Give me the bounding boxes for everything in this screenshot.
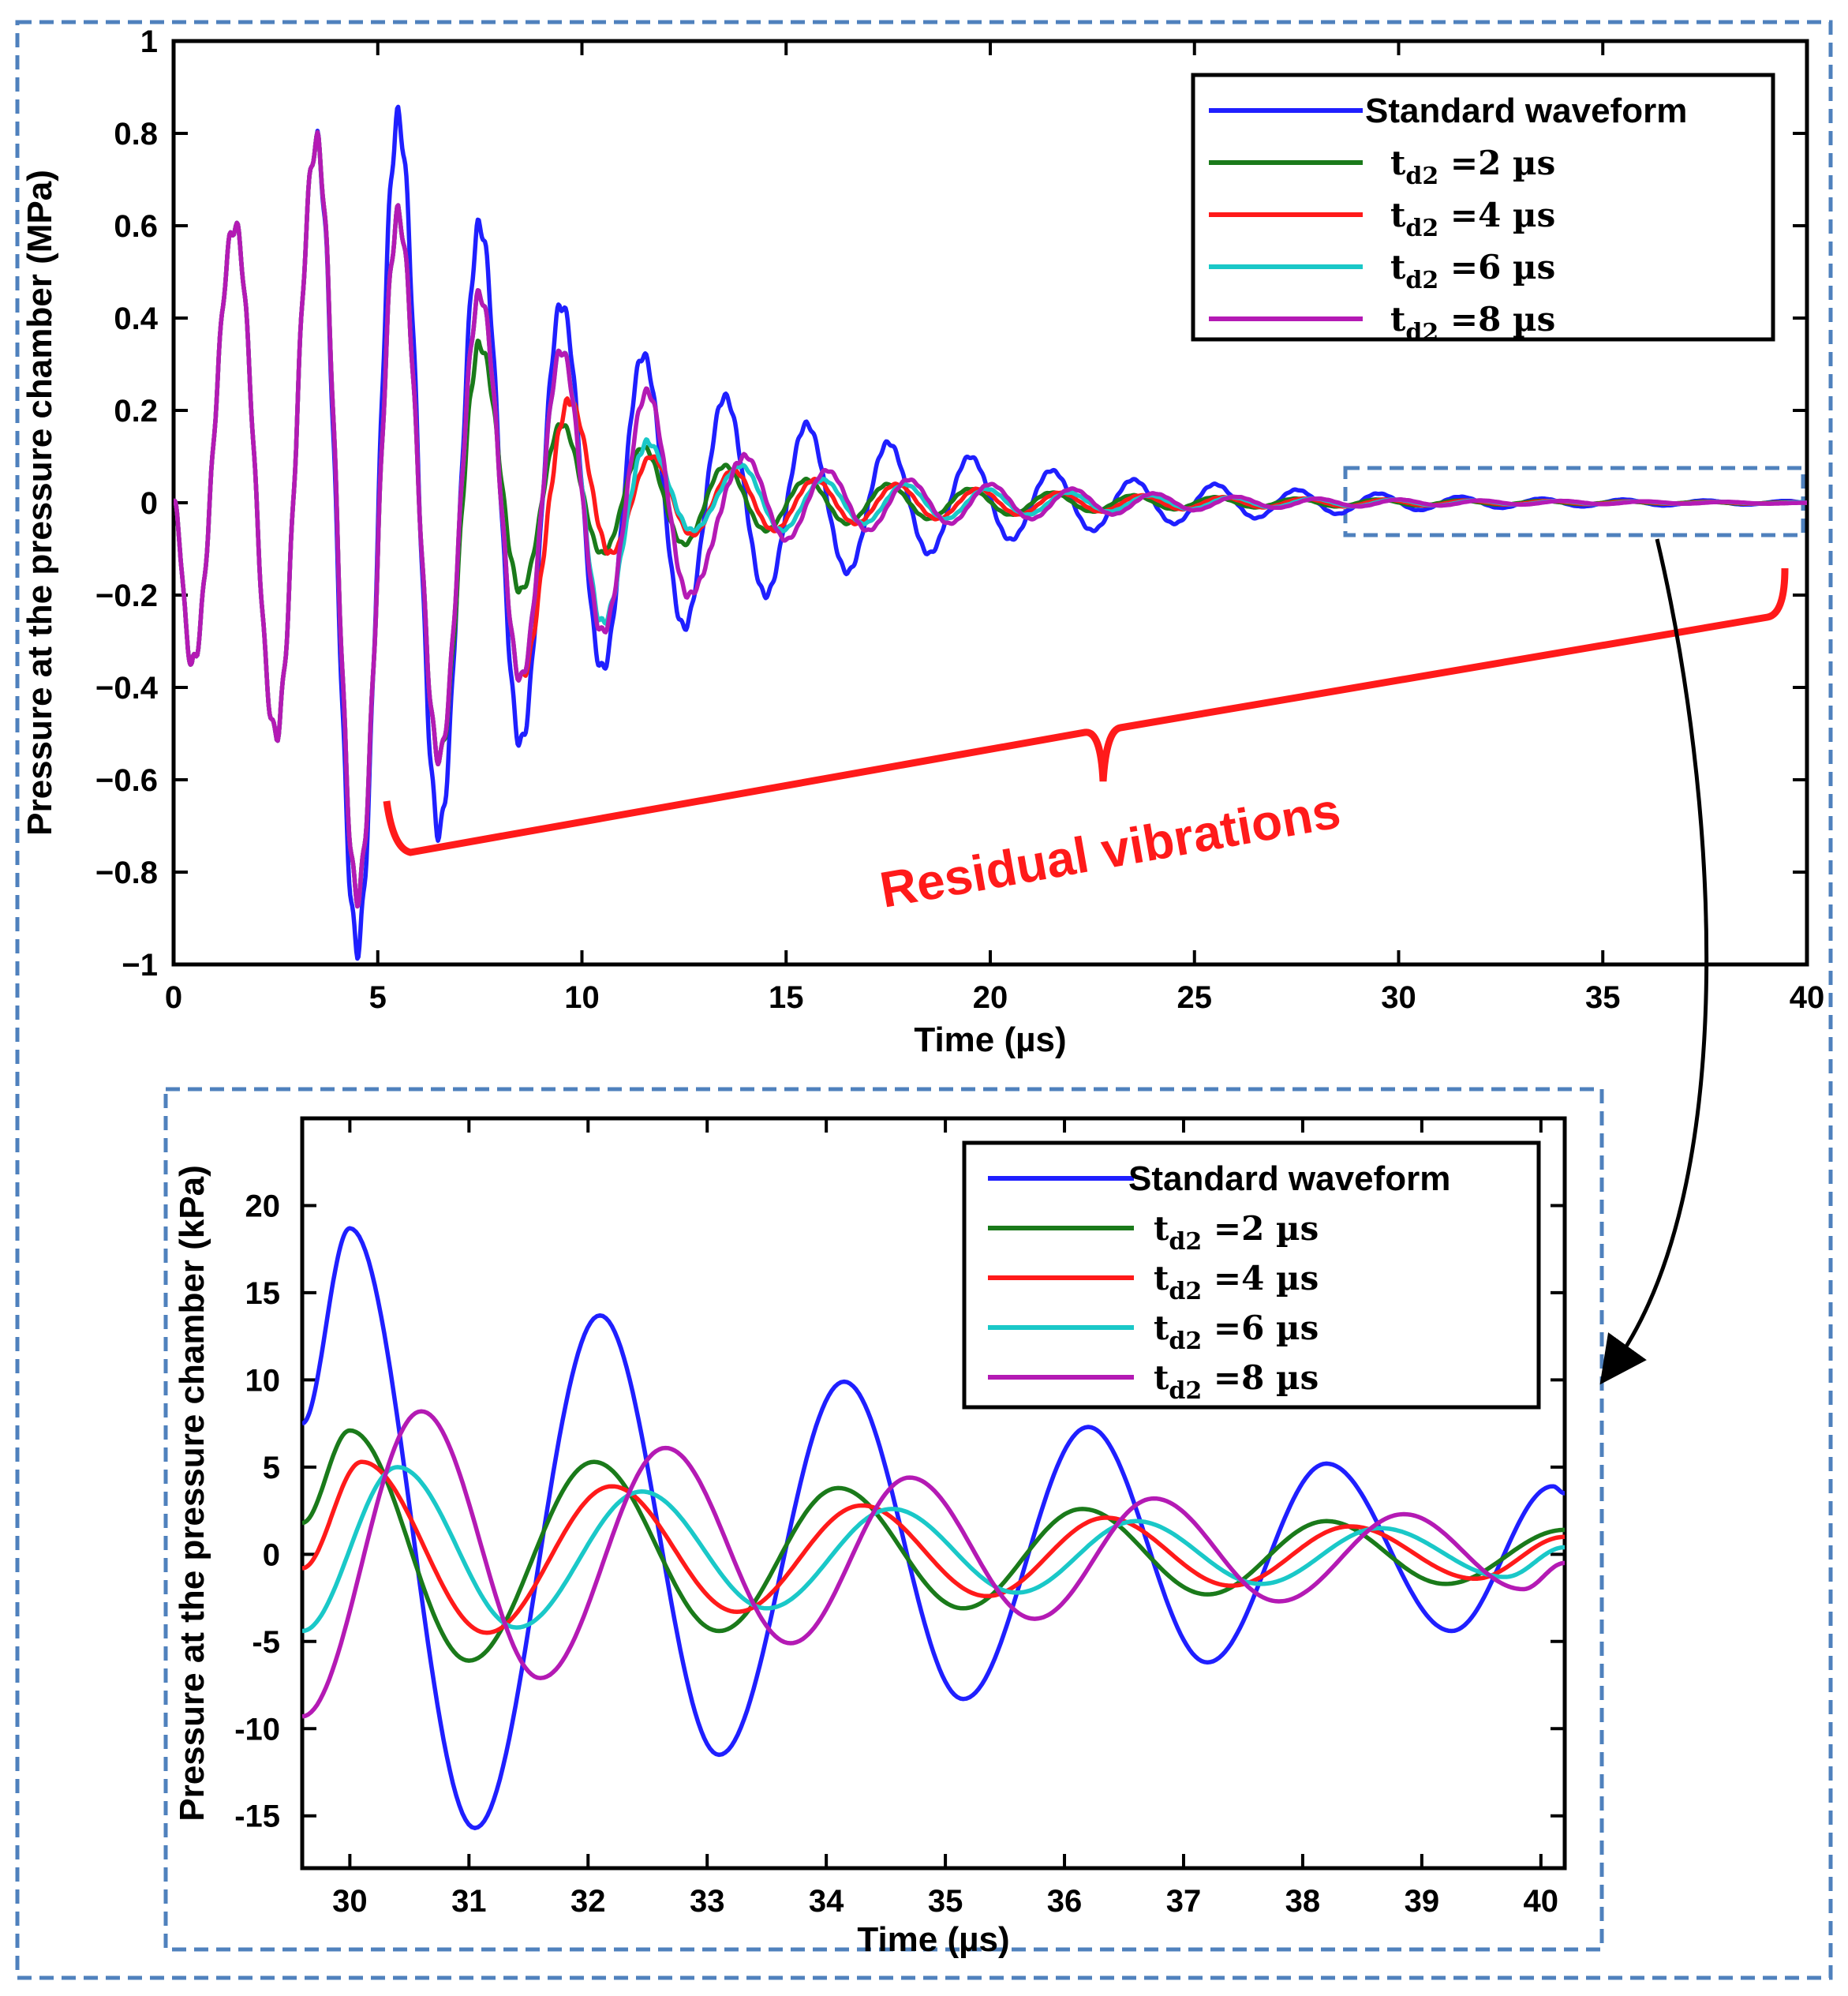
y-tick-label: 15 <box>245 1276 281 1311</box>
y-tick-label: −1 <box>122 948 158 983</box>
x-tick-label: 33 <box>690 1884 725 1919</box>
inset-plot-y-axis-label: Pressure at the pressure chamber (kPa) <box>173 1165 211 1822</box>
x-tick-label: 34 <box>809 1884 844 1919</box>
y-tick-label: 5 <box>263 1451 280 1485</box>
x-tick-label: 30 <box>332 1884 368 1919</box>
y-tick-label: −0.2 <box>95 579 158 613</box>
y-tick-label: 0 <box>140 486 158 521</box>
y-tick-label: 20 <box>245 1189 281 1223</box>
y-tick-label: 0.6 <box>114 209 158 244</box>
legend-label: Standard waveform <box>1128 1159 1450 1198</box>
legend-label: td2 =8 µs <box>1390 300 1555 346</box>
x-tick-label: 31 <box>451 1884 487 1919</box>
y-tick-label: 10 <box>245 1363 281 1398</box>
legend-label: td2 =2 µs <box>1390 144 1555 190</box>
zoom-connector-arrow <box>1599 538 1709 1385</box>
main-plot-x-axis-label: Time (µs) <box>914 1020 1066 1059</box>
inset-plot: 30 31 32 33 34 35 36 37 38 39 40 -15 -10 -5 0 5 10 15 20 Ti… <box>173 1116 1567 1959</box>
x-tick-label: 20 <box>973 980 1008 1015</box>
legend-label: td2 =6 µs <box>1390 248 1555 294</box>
x-tick-label: 15 <box>769 980 804 1015</box>
inset-plot-legend <box>962 1140 1541 1410</box>
series-line-4 <box>302 1465 1565 1634</box>
inset-frame <box>163 1087 1604 1952</box>
x-tick-label: 40 <box>1790 980 1825 1015</box>
x-tick-label: 35 <box>1585 980 1621 1015</box>
x-tick-label: 37 <box>1166 1884 1202 1919</box>
main-plot-y-axis-label: Pressure at the pressure chamber (MPa) <box>21 170 59 836</box>
legend-label: td2 =6 µs <box>1154 1309 1319 1355</box>
x-tick-label: 0 <box>165 980 182 1015</box>
legend-label: td2 =4 µs <box>1154 1259 1319 1305</box>
series-line-5 <box>302 1409 1565 1719</box>
main-plot: 0 5 10 15 20 25 30 35 40 −1 −0.8 −0.6 −0.4 −0.2 0 0.2 0.… <box>21 24 1824 1059</box>
y-tick-label: 0 <box>263 1537 280 1572</box>
legend-label: Standard waveform <box>1365 92 1687 130</box>
x-tick-label: 40 <box>1524 1884 1559 1919</box>
y-tick-label: -15 <box>234 1799 280 1834</box>
y-tick-label: -5 <box>252 1625 280 1660</box>
x-tick-label: 25 <box>1177 980 1213 1015</box>
legend-label: td2 =8 µs <box>1154 1358 1319 1405</box>
y-tick-label: 0.2 <box>114 394 158 429</box>
y-tick-label: −0.6 <box>95 763 158 798</box>
series-line-1 <box>302 1226 1565 1830</box>
legend-label: td2 =4 µs <box>1390 196 1555 242</box>
legend-label: td2 =2 µs <box>1154 1209 1319 1256</box>
y-tick-label: 1 <box>140 24 158 59</box>
y-tick-label: -10 <box>234 1712 280 1747</box>
main-plot-legend <box>1191 73 1775 342</box>
residual-vibrations-label: Residual vibrations <box>876 781 1345 918</box>
x-tick-label: 38 <box>1285 1884 1321 1919</box>
series-line-5 <box>174 129 1807 909</box>
x-tick-label: 10 <box>564 980 600 1015</box>
y-tick-label: 0.8 <box>114 117 158 152</box>
residual-vibrations-brace <box>383 567 1789 856</box>
inset-plot-x-axis-label: Time (µs) <box>857 1920 1009 1959</box>
x-tick-label: 36 <box>1047 1884 1083 1919</box>
x-tick-label: 5 <box>369 980 387 1015</box>
x-tick-label: 35 <box>928 1884 963 1919</box>
y-tick-label: 0.4 <box>114 301 158 336</box>
x-tick-label: 30 <box>1381 980 1416 1015</box>
y-tick-label: −0.8 <box>95 856 158 890</box>
x-tick-label: 39 <box>1405 1884 1440 1919</box>
y-tick-label: −0.4 <box>95 671 159 706</box>
x-tick-label: 32 <box>570 1884 606 1919</box>
series-line-2 <box>302 1428 1565 1663</box>
outer-frame <box>15 20 1833 1980</box>
